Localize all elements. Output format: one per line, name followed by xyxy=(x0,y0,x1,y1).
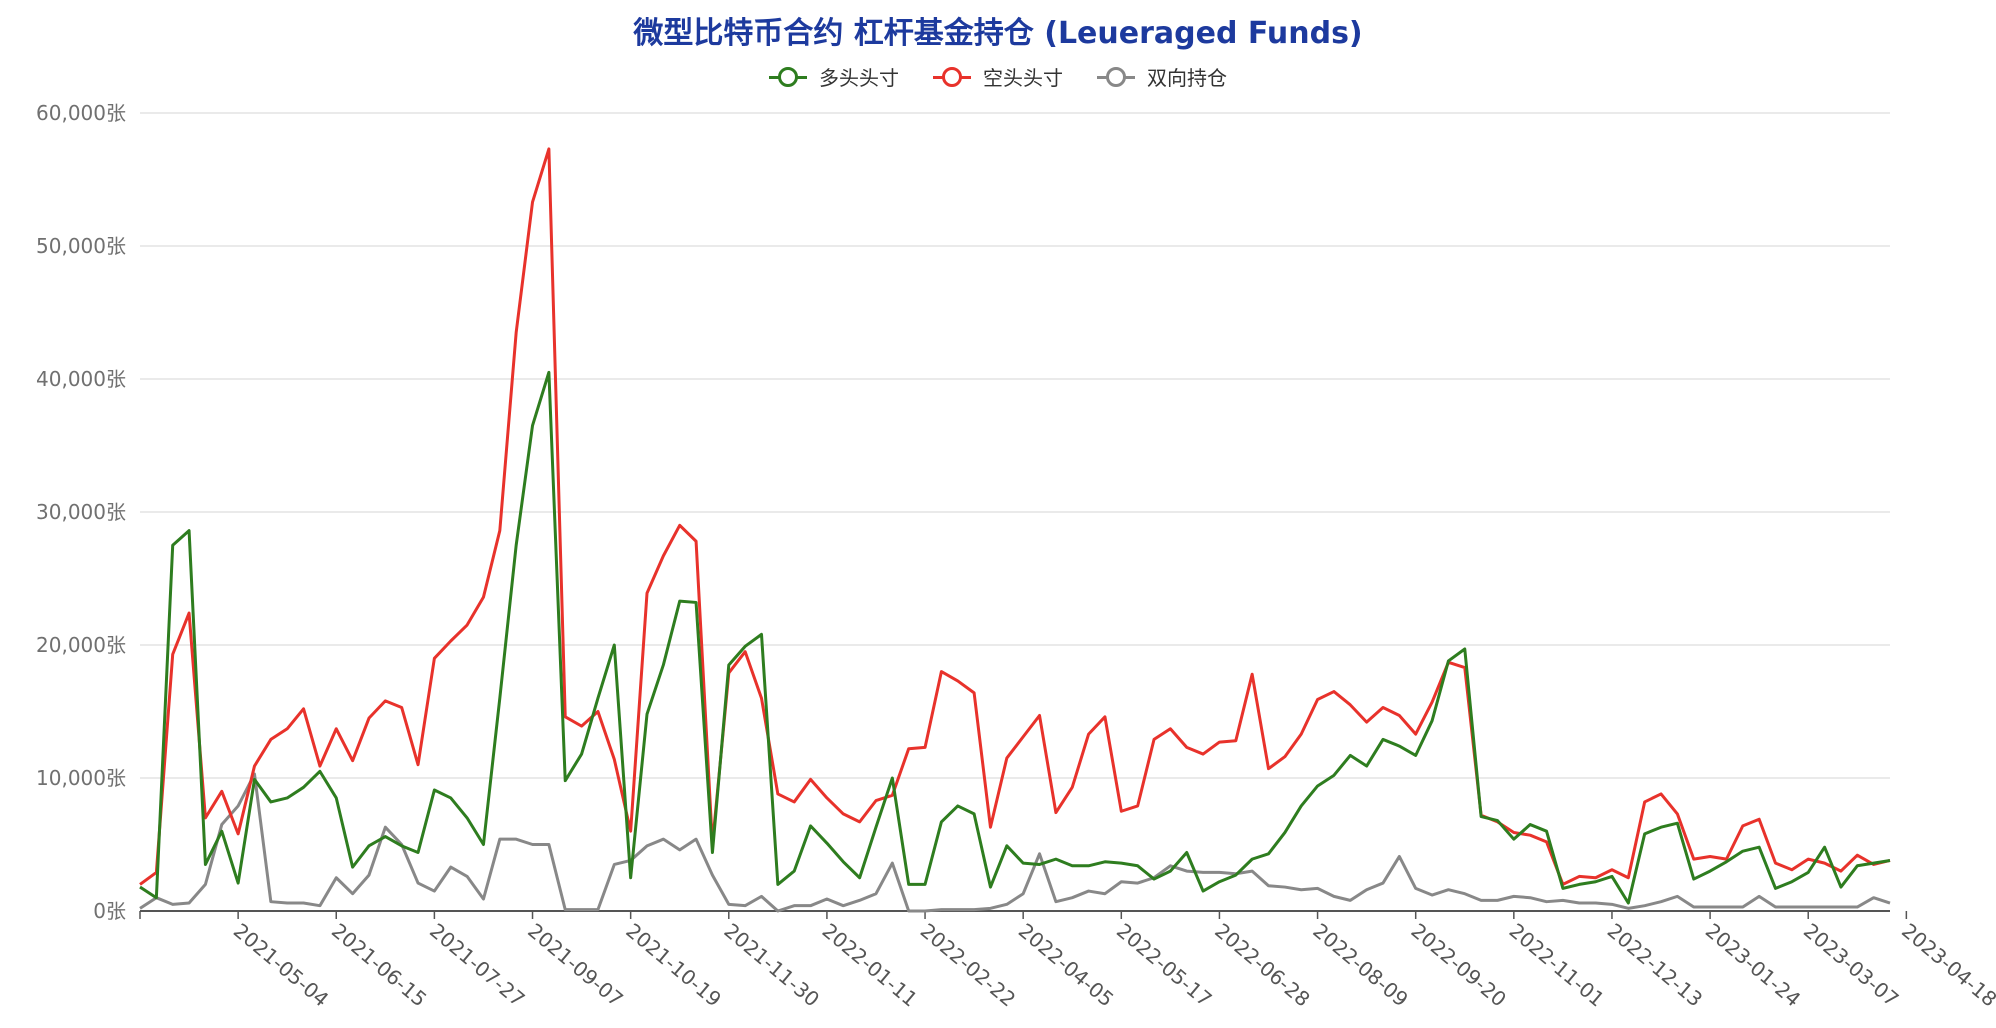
x-tick-label: 2023-03-07 xyxy=(1799,918,1903,1011)
y-tick-label: 10,000张 xyxy=(36,766,126,790)
x-tick-label: 2022-08-09 xyxy=(1308,918,1412,1011)
y-tick-label: 50,000张 xyxy=(36,234,126,258)
series-line xyxy=(139,772,1891,913)
legend-label-spread: 双向持仓 xyxy=(1147,66,1227,90)
x-tick-label: 2021-07-27 xyxy=(425,918,529,1011)
x-tick-label: 2021-06-15 xyxy=(327,918,431,1011)
x-tick-label: 2023-01-24 xyxy=(1701,918,1805,1011)
x-tick-label: 2023-04-18 xyxy=(1897,918,1996,1011)
x-tick-label: 2022-09-20 xyxy=(1406,918,1510,1011)
legend-line-circle-icon xyxy=(769,65,807,89)
series-line xyxy=(139,370,1891,905)
legend-label-short: 空头头寸 xyxy=(983,66,1063,90)
legend-line-circle-icon xyxy=(1097,65,1135,89)
x-tick-label: 2022-06-28 xyxy=(1210,918,1314,1011)
x-tick-label: 2022-12-13 xyxy=(1603,918,1707,1011)
y-tick-label: 40,000张 xyxy=(36,367,126,391)
legend-circle xyxy=(1106,66,1126,87)
legend-circle xyxy=(778,66,798,87)
y-tick-label: 60,000张 xyxy=(36,101,126,125)
x-tick-label: 2021-10-19 xyxy=(621,918,725,1011)
x-tick-label: 2022-05-17 xyxy=(1112,918,1216,1011)
x-tick-label: 2021-09-07 xyxy=(523,918,627,1011)
y-tick-label: 0张 xyxy=(93,899,126,923)
legend: 多头头寸 空头头寸 双向持仓 xyxy=(0,62,1996,91)
legend-line-circle-icon xyxy=(933,65,971,89)
legend-item-short[interactable]: 空头头寸 xyxy=(933,62,1063,91)
y-tick-label: 20,000张 xyxy=(36,633,126,657)
x-tick-label: 2022-04-05 xyxy=(1014,918,1118,1011)
x-tick-label: 2021-05-04 xyxy=(229,918,333,1011)
series-line xyxy=(139,147,1891,886)
x-tick-label: 2021-11-30 xyxy=(720,918,824,1011)
legend-item-long[interactable]: 多头头寸 xyxy=(769,62,899,91)
chart-title: 微型比特币合约 杠杆基金持仓 (Leueraged Funds) xyxy=(633,16,1363,51)
legend-item-spread[interactable]: 双向持仓 xyxy=(1097,62,1227,91)
y-tick-label: 30,000张 xyxy=(36,500,126,524)
x-tick-label: 2022-01-11 xyxy=(818,918,922,1011)
x-tick-label: 2022-02-22 xyxy=(916,918,1020,1011)
legend-label-long: 多头头寸 xyxy=(819,66,899,90)
x-tick-label: 2022-11-01 xyxy=(1505,918,1609,1011)
legend-circle xyxy=(942,66,962,87)
